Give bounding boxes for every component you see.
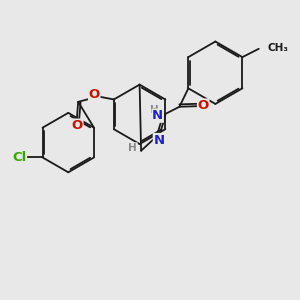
Text: O: O: [72, 119, 83, 132]
Text: O: O: [88, 88, 100, 101]
Text: CH₃: CH₃: [267, 43, 288, 53]
Text: Cl: Cl: [12, 151, 26, 164]
Text: O: O: [198, 99, 209, 112]
Text: N: N: [152, 109, 163, 122]
Text: H: H: [128, 143, 137, 153]
Text: N: N: [153, 134, 164, 146]
Text: H: H: [150, 105, 159, 115]
